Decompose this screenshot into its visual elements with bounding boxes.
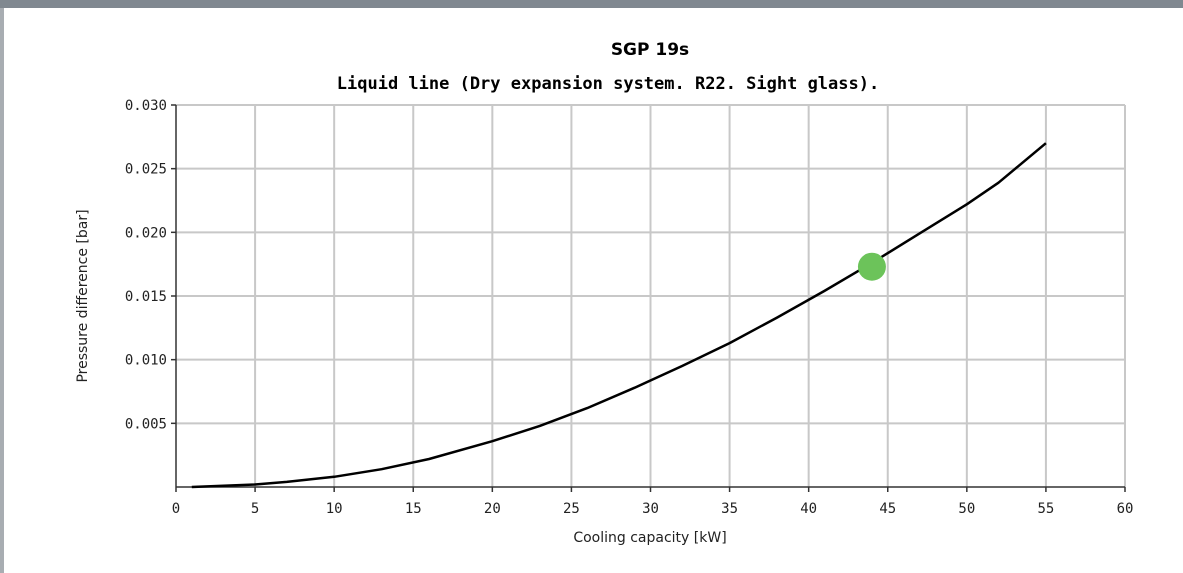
x-tick-label: 60	[1117, 501, 1134, 517]
series-line	[191, 142, 1047, 489]
x-tick-label: 50	[958, 501, 975, 517]
window-left-border	[0, 8, 4, 573]
operating-point-marker	[857, 252, 886, 281]
grid-lines	[176, 104, 1126, 487]
x-tick-label: 10	[326, 501, 343, 517]
x-tick-label: 20	[484, 501, 501, 517]
x-axis-ticks: 0 5 10 15 20 25 30 35 40 45 50 55 60	[172, 487, 1134, 517]
x-tick-label: 30	[642, 501, 659, 517]
x-tick-label: 55	[1037, 501, 1054, 517]
y-tick-label: 0.025	[125, 162, 167, 178]
chart-subtitle: Liquid line (Dry expansion system. R22. …	[337, 74, 879, 94]
window-top-bar	[0, 0, 1183, 8]
y-tick-label: 0.015	[125, 289, 167, 305]
x-tick-label: 15	[405, 501, 422, 517]
x-tick-label: 45	[879, 501, 896, 517]
x-axis-label: Cooling capacity [kW]	[573, 530, 726, 546]
x-tick-label: 5	[251, 501, 259, 517]
x-tick-label: 35	[721, 501, 738, 517]
x-tick-label: 0	[172, 501, 180, 517]
y-tick-label: 0.010	[125, 353, 167, 369]
x-tick-label: 25	[563, 501, 580, 517]
x-tick-label: 40	[800, 501, 817, 517]
y-tick-label: 0.020	[125, 225, 167, 241]
y-axis-label: Pressure difference [bar]	[75, 209, 91, 382]
y-tick-label: 0.005	[125, 416, 167, 432]
chart-title: SGP 19s	[611, 40, 689, 60]
series-layer	[191, 142, 1047, 489]
y-axis-ticks: 0.005 0.010 0.015 0.020 0.025 0.030	[125, 98, 176, 432]
y-tick-label: 0.030	[125, 98, 167, 114]
